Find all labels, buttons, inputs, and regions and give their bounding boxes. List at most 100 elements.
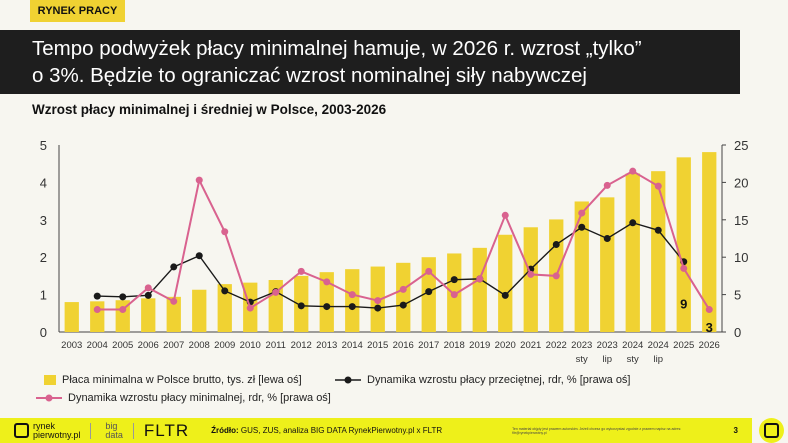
- min-wage-point: [323, 278, 331, 286]
- source-text: Źródło: GUS, ZUS, analiza BIG DATA Rynek…: [211, 426, 443, 435]
- bar: [64, 302, 79, 332]
- x-tick-label: 2005: [112, 340, 133, 351]
- avg-wage-point: [603, 235, 611, 242]
- min-wage-point: [654, 182, 662, 190]
- avg-wage-point: [501, 291, 509, 299]
- min-wage-point: [221, 228, 229, 236]
- x-tick-sublabel: lip: [602, 354, 612, 365]
- min-wage-point: [399, 285, 407, 293]
- bar: [472, 247, 487, 332]
- x-tick-label: 2012: [291, 340, 312, 351]
- footer: rynek pierwotny.pl big data FLTR Źródło: G…: [0, 418, 752, 443]
- bar: [651, 171, 666, 332]
- avg-wage-point: [374, 304, 382, 312]
- min-wage-point: [119, 306, 127, 314]
- bar: [625, 173, 640, 332]
- bar: [319, 272, 334, 332]
- avg-wage-point: [552, 240, 560, 248]
- avg-wage-point: [654, 226, 662, 234]
- bar: [90, 301, 105, 332]
- avg-wage-point: [170, 263, 178, 271]
- avg-wage-point: [629, 219, 637, 227]
- legend-label: Dynamika wzrostu płacy przeciętnej, rdr,…: [367, 374, 631, 386]
- legend-bar-swatch: [44, 375, 56, 385]
- bar: [115, 300, 130, 332]
- x-tick-label: 2024: [622, 340, 643, 351]
- bar: [498, 234, 513, 332]
- right-tick-label: 15: [734, 213, 748, 228]
- right-tick-label: 10: [734, 250, 748, 265]
- x-tick-sublabel: lip: [653, 354, 663, 365]
- min-wage-point: [501, 211, 509, 219]
- avg-wage-point: [144, 291, 152, 299]
- avg-wage-point: [578, 223, 586, 231]
- x-tick-label: 2024: [648, 340, 669, 351]
- x-tick-label: 2007: [163, 340, 184, 351]
- left-tick-label: 2: [40, 250, 47, 265]
- logo-square-icon: [764, 423, 779, 438]
- page-number: 3: [733, 426, 738, 435]
- x-tick-label: 2025: [673, 340, 694, 351]
- x-tick-label: 2021: [520, 340, 541, 351]
- legend-line-swatch: [36, 394, 62, 402]
- bar: [345, 269, 360, 332]
- min-wage-point: [348, 291, 356, 299]
- chart-title: Wzrost płacy minimalnej i średniej w Pol…: [32, 102, 387, 117]
- avg-wage-point: [297, 302, 305, 310]
- min-wage-point: [195, 176, 203, 184]
- x-tick-sublabel: sty: [576, 354, 588, 365]
- data-label: 3: [706, 320, 713, 335]
- min-wage-point: [603, 181, 611, 189]
- avg-wage-point: [323, 303, 331, 311]
- left-tick-label: 5: [40, 138, 47, 153]
- x-tick-label: 2017: [418, 340, 439, 351]
- avg-wage-point: [93, 292, 101, 300]
- min-wage-point: [552, 272, 560, 280]
- min-wage-point: [272, 288, 280, 296]
- left-tick-label: 4: [40, 175, 47, 190]
- bar: [523, 227, 538, 332]
- x-tick-label: 2014: [342, 340, 363, 351]
- right-tick-label: 5: [734, 288, 741, 303]
- avg-wage-point: [119, 293, 127, 301]
- divider: [132, 422, 134, 439]
- x-tick-label: 2016: [393, 340, 414, 351]
- x-tick-label: 2023: [571, 340, 592, 351]
- avg-wage-point: [450, 276, 458, 284]
- x-tick-label: 2008: [189, 340, 210, 351]
- bar: [600, 197, 615, 332]
- left-tick-label: 1: [40, 288, 47, 303]
- x-tick-label: 2009: [214, 340, 235, 351]
- left-tick-label: 3: [40, 213, 47, 228]
- copyright-notice: Ten materiał objęty jest prawem autorski…: [512, 426, 682, 435]
- right-tick-label: 20: [734, 175, 748, 190]
- min-wage-point: [527, 270, 535, 278]
- avg-wage-point: [348, 303, 356, 311]
- bar: [217, 284, 232, 332]
- min-wage-point: [705, 306, 713, 314]
- min-wage-point: [93, 306, 101, 314]
- legend-item-min-wage: Płaca minimalna w Polsce brutto, tys. zł…: [44, 374, 302, 386]
- x-tick-label: 2011: [266, 340, 286, 351]
- legend-label: Płaca minimalna w Polsce brutto, tys. zł…: [62, 374, 302, 386]
- x-tick-label: 2023: [597, 340, 618, 351]
- logo-badge: [759, 418, 784, 443]
- x-tick-sublabel: sty: [627, 354, 639, 365]
- min-wage-point: [425, 267, 433, 275]
- x-tick-label: 2010: [240, 340, 261, 351]
- brand-rynekpierwotny: rynek pierwotny.pl: [33, 420, 81, 440]
- section-tag: RYNEK PRACY: [30, 0, 125, 22]
- avg-wage-point: [399, 301, 407, 309]
- min-wage-point: [578, 209, 586, 217]
- min-wage-point: [144, 284, 152, 292]
- min-wage-point: [476, 275, 484, 283]
- x-tick-label: 2018: [444, 340, 465, 351]
- avg-wage-line: [97, 222, 685, 309]
- bar: [396, 262, 411, 332]
- x-tick-label: 2006: [138, 340, 159, 351]
- min-wage-point: [450, 291, 458, 299]
- avg-wage-point: [425, 288, 433, 296]
- avg-wage-point: [221, 287, 229, 295]
- divider: [90, 422, 92, 439]
